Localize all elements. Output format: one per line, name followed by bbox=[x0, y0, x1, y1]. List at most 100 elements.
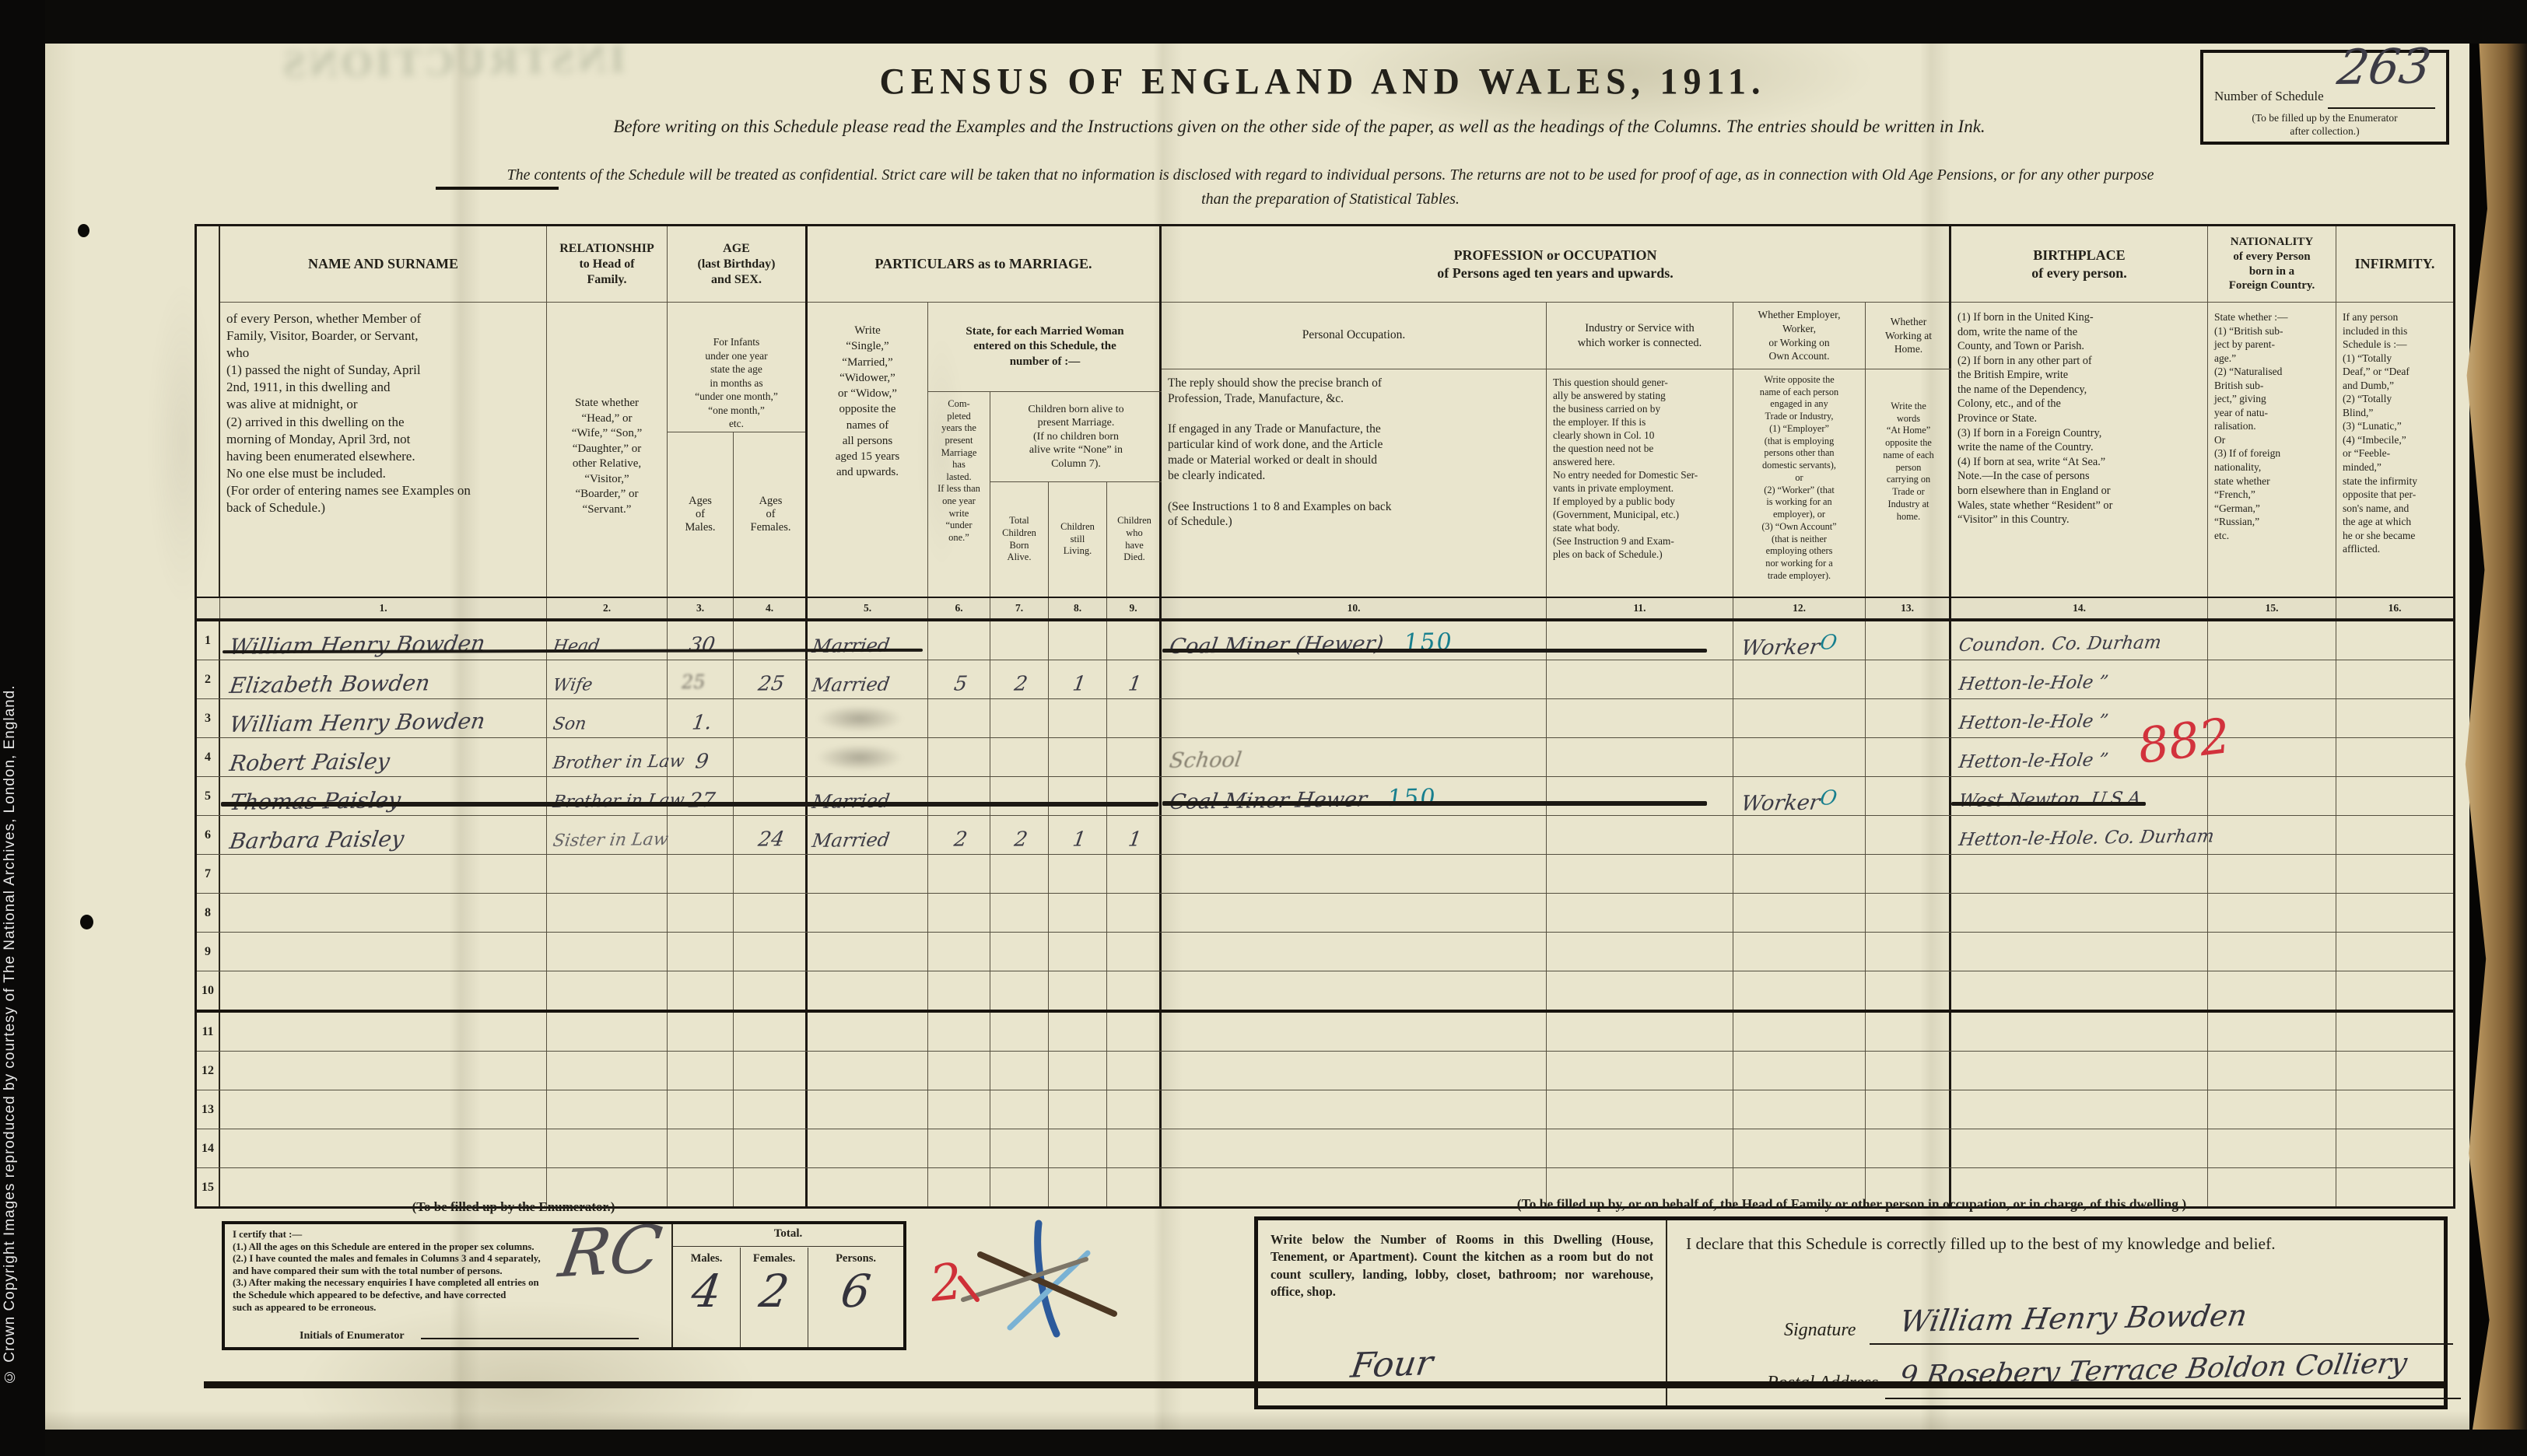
cell-years bbox=[928, 1129, 990, 1167]
cell-nat bbox=[2208, 1168, 2336, 1206]
scan-left-margin: © Crown Copyright Images reproduced by c… bbox=[0, 0, 45, 1456]
cell-died bbox=[1107, 699, 1162, 737]
col-employer-worker: Whether Employer, Worker, or Working on … bbox=[1733, 303, 1866, 597]
cell-name: William Henry Bowden bbox=[220, 699, 547, 737]
cell-name: William Henry Bowden bbox=[220, 621, 547, 660]
cell-name bbox=[220, 855, 547, 893]
cell-born bbox=[990, 933, 1049, 971]
ink-underline bbox=[1951, 802, 2146, 806]
cell-age_f bbox=[734, 621, 808, 660]
cell-industry bbox=[1547, 660, 1733, 698]
rooms-instructions: Write below the Number of Rooms in this … bbox=[1271, 1232, 1653, 1299]
cell-status bbox=[808, 738, 928, 776]
cell-status bbox=[808, 933, 928, 971]
col-industry-instructions: This question should gener- ally be answ… bbox=[1553, 376, 1698, 561]
col-birthplace-header: BIRTHPLACE of every person. (1) If born … bbox=[1951, 226, 2208, 597]
erased-smudge bbox=[817, 744, 902, 771]
cell-home bbox=[1866, 699, 1951, 737]
handwritten-years: 5 bbox=[952, 672, 969, 696]
cell-status bbox=[808, 894, 928, 932]
signature-label: Signature bbox=[1784, 1320, 1856, 1340]
cell-inf bbox=[2336, 1090, 2453, 1129]
cell-died bbox=[1107, 777, 1162, 815]
row-number: 15 bbox=[197, 1168, 220, 1206]
cell-age_m bbox=[668, 1052, 734, 1090]
column-number: 15. bbox=[2208, 598, 2336, 618]
enumerator-initials-label: Initials of Enumerator bbox=[300, 1330, 405, 1342]
cell-inf bbox=[2336, 971, 2453, 1010]
cell-age_m bbox=[668, 1090, 734, 1129]
cell-years bbox=[928, 1052, 990, 1090]
cell-emp bbox=[1733, 738, 1866, 776]
cell-age_f bbox=[734, 1168, 808, 1206]
confidential-underline bbox=[436, 187, 559, 190]
cell-emp bbox=[1733, 1090, 1866, 1129]
col-employer-worker-instructions: Write opposite the name of each person e… bbox=[1759, 374, 1839, 581]
handwritten-birth: West Newton. U.S.A. bbox=[1957, 788, 2148, 811]
cell-died bbox=[1107, 1052, 1162, 1090]
cell-birth bbox=[1951, 971, 2208, 1010]
cell-years bbox=[928, 971, 990, 1010]
col-relationship-header: RELATIONSHIP to Head of Family. State wh… bbox=[547, 226, 668, 597]
column-number: 1. bbox=[220, 598, 547, 618]
table-row: 13 bbox=[197, 1090, 2453, 1129]
cell-nat bbox=[2208, 621, 2336, 660]
hole-punch bbox=[78, 224, 89, 237]
table-row: 12 bbox=[197, 1052, 2453, 1090]
cell-industry bbox=[1547, 777, 1733, 815]
cell-living: 1 bbox=[1049, 660, 1107, 698]
cell-name: Robert Paisley bbox=[220, 738, 547, 776]
handwritten-emp: WorkerO bbox=[1740, 631, 1839, 660]
cell-occ bbox=[1162, 971, 1547, 1010]
cell-emp bbox=[1733, 1013, 1866, 1051]
total-rule bbox=[673, 1246, 903, 1247]
cell-living bbox=[1049, 1090, 1107, 1129]
col-working-at-home-instructions: Write the words “At Home” opposite the n… bbox=[1883, 401, 1934, 522]
handwritten-occ: Coal Miner Hewer150 bbox=[1168, 784, 1439, 815]
cell-born bbox=[990, 699, 1049, 737]
cell-occ bbox=[1162, 1052, 1547, 1090]
col-infirmity-instructions: If any person included in this Schedule … bbox=[2343, 311, 2417, 555]
cell-died bbox=[1107, 1013, 1162, 1051]
cell-living bbox=[1049, 777, 1107, 815]
cell-years bbox=[928, 933, 990, 971]
handwritten-birth: Hetton-le-Hole ” bbox=[1957, 672, 2110, 695]
cell-occ bbox=[1162, 933, 1547, 971]
cell-birth bbox=[1951, 1052, 2208, 1090]
cell-years: 2 bbox=[928, 816, 990, 854]
cell-birth bbox=[1951, 1090, 2208, 1129]
cell-age_m: 9 bbox=[668, 738, 734, 776]
column-number: 6. bbox=[928, 598, 990, 618]
schedule-number-value: 263 bbox=[2334, 37, 2435, 96]
col-marital-status-instructions: Write “Single,” “Married,” “Widower,” or… bbox=[808, 303, 928, 597]
cell-years bbox=[928, 699, 990, 737]
handwritten-years: 2 bbox=[952, 828, 969, 852]
cell-inf bbox=[2336, 816, 2453, 854]
dwelling-box: Write below the Number of Rooms in this … bbox=[1254, 1216, 2461, 1409]
cell-died bbox=[1107, 894, 1162, 932]
persons-value: 6 bbox=[837, 1265, 874, 1318]
cell-birth: Hetton-le-Hole ” bbox=[1951, 660, 2208, 698]
row-number: 9 bbox=[197, 933, 220, 971]
col-personal-occupation: Personal Occupation. The reply should sh… bbox=[1162, 303, 1547, 597]
col-occupation-title: PROFESSION or OCCUPATION of Persons aged… bbox=[1162, 226, 1949, 303]
cell-industry bbox=[1547, 1168, 1733, 1206]
cell-died bbox=[1107, 1129, 1162, 1167]
col-name-title: NAME AND SURNAME bbox=[220, 226, 546, 303]
cell-industry bbox=[1547, 816, 1733, 854]
cell-age_m bbox=[668, 971, 734, 1010]
cell-age_m: 30 bbox=[668, 621, 734, 660]
females-label: Females. bbox=[752, 1252, 796, 1265]
handwritten-occ: Coal Miner (Hewer) 150 bbox=[1168, 628, 1456, 660]
table-row: 10 bbox=[197, 971, 2453, 1013]
enumerator-check-marks: 2 bbox=[926, 1217, 1159, 1353]
col-married-woman-block: State, for each Married Woman entered on… bbox=[928, 303, 1162, 597]
cell-years bbox=[928, 855, 990, 893]
cell-nat bbox=[2208, 777, 2336, 815]
cell-occ bbox=[1162, 1168, 1547, 1206]
column-number: 2. bbox=[547, 598, 668, 618]
cell-birth bbox=[1951, 1129, 2208, 1167]
confidentiality-statement: The contents of the Schedule will be tre… bbox=[506, 166, 2154, 208]
cell-age_f bbox=[734, 699, 808, 737]
cell-rel: Brother in Law bbox=[547, 777, 685, 815]
